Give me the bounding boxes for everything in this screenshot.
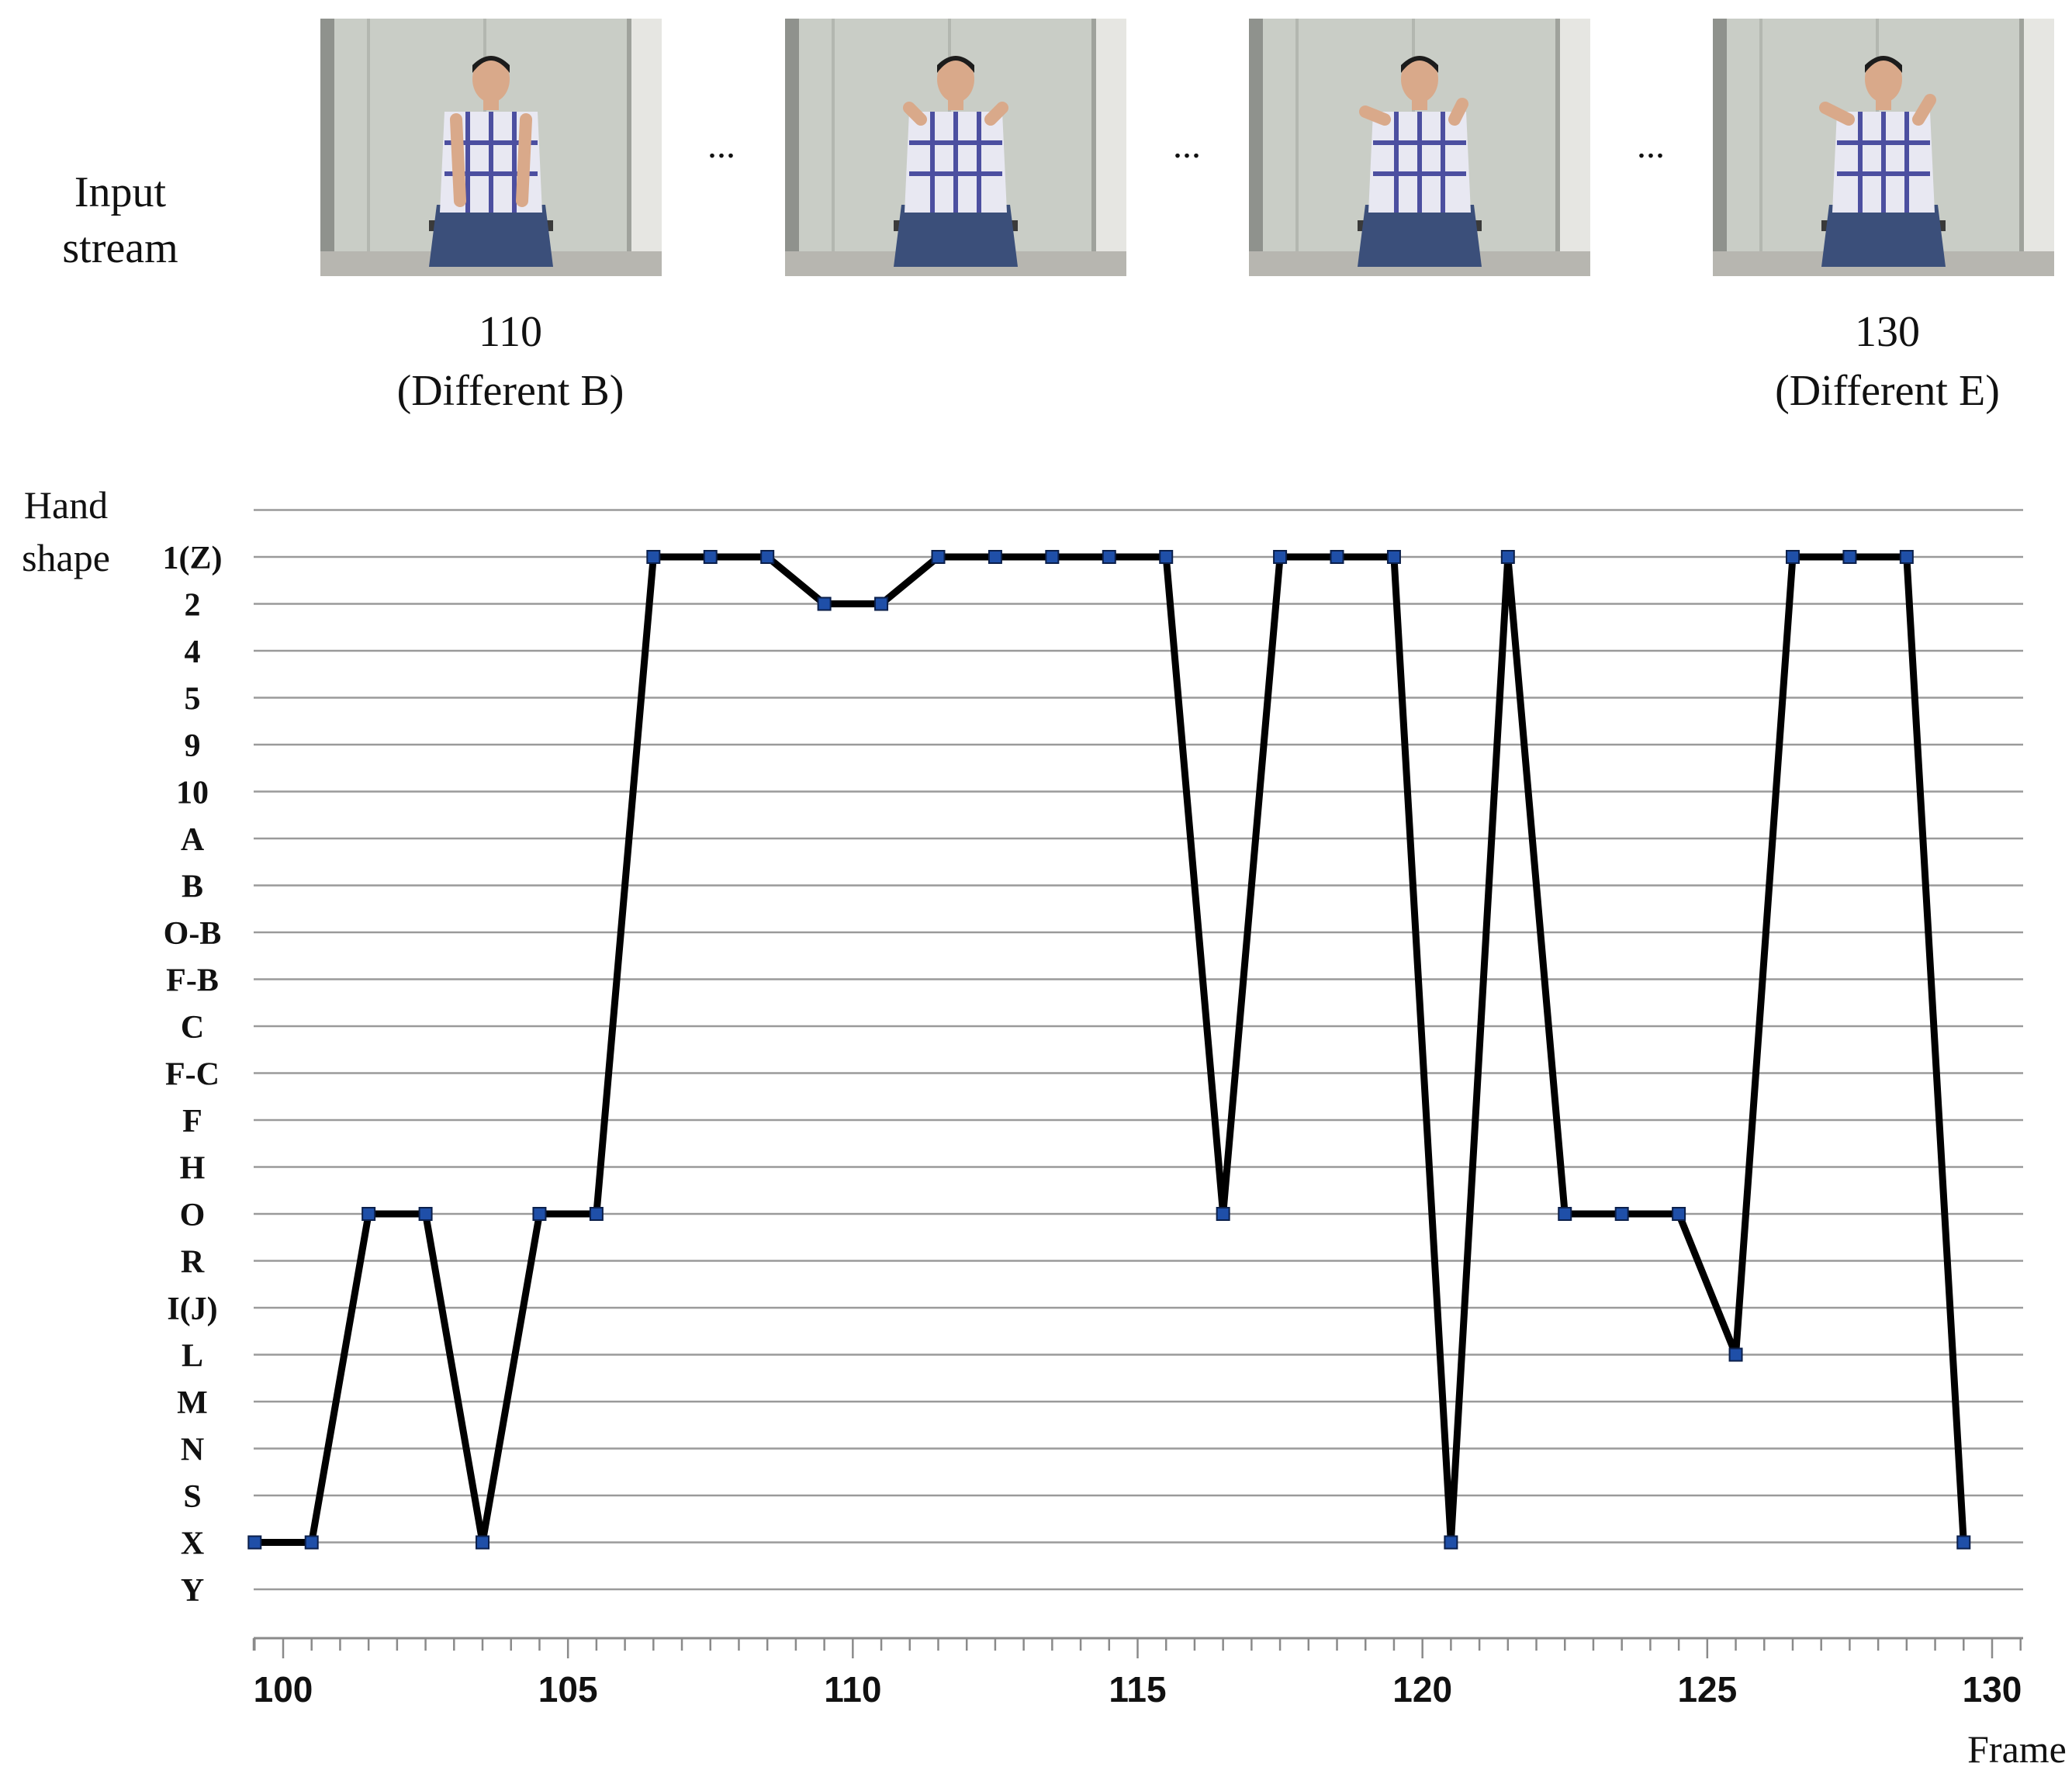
data-point-marker bbox=[1330, 550, 1344, 564]
x-tick-label: 105 bbox=[538, 1669, 598, 1710]
caption-frame-label: (Different E) bbox=[1775, 367, 2000, 415]
frame-thumbnail-3 bbox=[1249, 19, 1590, 276]
data-point-marker bbox=[304, 1535, 319, 1550]
data-point-marker bbox=[361, 1207, 376, 1221]
ellipsis-3: ... bbox=[1637, 125, 1665, 166]
x-tick-label: 125 bbox=[1677, 1669, 1737, 1710]
caption-frame-110: 110 (Different B) bbox=[348, 303, 673, 420]
input-label-line1: Input bbox=[74, 168, 167, 216]
data-point-marker bbox=[760, 550, 775, 564]
data-point-marker bbox=[703, 550, 718, 564]
y-tick-label: F-B bbox=[166, 963, 219, 999]
y-tick-label: X bbox=[181, 1526, 204, 1562]
data-point-marker bbox=[1842, 550, 1857, 564]
data-point-marker bbox=[476, 1535, 490, 1550]
x-tick-label: 100 bbox=[254, 1669, 313, 1710]
ellipsis-1: ... bbox=[707, 125, 735, 166]
input-label-line2: stream bbox=[62, 224, 178, 272]
data-point-marker bbox=[532, 1207, 547, 1221]
data-point-marker bbox=[1672, 1207, 1686, 1221]
y-tick-label: F bbox=[182, 1104, 202, 1139]
y-tick-label: 4 bbox=[185, 634, 201, 670]
x-tick-label: 120 bbox=[1392, 1669, 1452, 1710]
y-tick-label: I(J) bbox=[167, 1291, 217, 1327]
series-polyline bbox=[254, 553, 1967, 1546]
y-tick-label: A bbox=[181, 822, 205, 858]
data-point-marker bbox=[1728, 1347, 1743, 1362]
y-tick-label: N bbox=[181, 1433, 204, 1468]
data-point-marker bbox=[1273, 550, 1288, 564]
data-point-marker bbox=[1956, 1535, 1971, 1550]
data-point-marker bbox=[646, 550, 661, 564]
y-tick-label: B bbox=[182, 870, 203, 905]
y-tick-label: L bbox=[182, 1339, 203, 1374]
data-point-marker bbox=[1614, 1207, 1629, 1221]
y-axis-label-line1: Hand bbox=[24, 483, 108, 527]
y-tick-label: C bbox=[181, 1010, 204, 1046]
caption-frame-number: 130 bbox=[1855, 308, 1920, 356]
data-point-marker bbox=[1102, 550, 1116, 564]
y-tick-label: O bbox=[180, 1198, 206, 1233]
x-axis-label: Frame bbox=[1967, 1727, 2067, 1771]
y-tick-label: F-C bbox=[165, 1057, 220, 1093]
y-tick-label: O-B bbox=[164, 916, 222, 952]
y-tick-label: 10 bbox=[176, 776, 209, 811]
data-point-marker bbox=[1899, 550, 1914, 564]
data-point-marker bbox=[1500, 550, 1515, 564]
y-tick-label: 1(Z) bbox=[163, 541, 223, 576]
series-markers bbox=[247, 550, 1971, 1550]
x-tick-label: 115 bbox=[1109, 1669, 1166, 1710]
series-line bbox=[254, 553, 1967, 1546]
x-tick-labels: 100 105 110 115 120 125 130 bbox=[254, 1669, 2022, 1710]
data-point-marker bbox=[1159, 550, 1174, 564]
data-point-marker bbox=[418, 1207, 433, 1221]
frame-thumbnail-4 bbox=[1713, 19, 2054, 276]
data-point-marker bbox=[1216, 1207, 1230, 1221]
data-point-marker bbox=[1045, 550, 1060, 564]
data-point-marker bbox=[931, 550, 946, 564]
grid-lines bbox=[254, 509, 2023, 1591]
data-point-marker bbox=[1386, 550, 1401, 564]
y-tick-label: M bbox=[177, 1385, 208, 1421]
input-stream-label: Input stream bbox=[31, 164, 209, 276]
data-point-marker bbox=[817, 596, 832, 611]
frame-thumbnail-2 bbox=[785, 19, 1126, 276]
y-tick-label: 9 bbox=[185, 728, 201, 764]
data-point-marker bbox=[589, 1207, 604, 1221]
data-point-marker bbox=[247, 1535, 262, 1550]
y-tick-label: R bbox=[181, 1245, 205, 1281]
y-axis-label-line2: shape bbox=[22, 536, 110, 579]
x-tick-label: 110 bbox=[824, 1669, 881, 1710]
frame-thumbnail-1 bbox=[320, 19, 662, 276]
data-point-marker bbox=[874, 596, 889, 611]
y-tick-label: 2 bbox=[185, 588, 201, 624]
x-tick-label: 130 bbox=[1963, 1669, 2022, 1710]
x-axis bbox=[252, 1637, 2023, 1658]
caption-frame-number: 110 bbox=[479, 308, 542, 356]
caption-frame-label: (Different B) bbox=[396, 367, 624, 415]
y-tick-label: 5 bbox=[185, 682, 201, 717]
data-point-marker bbox=[1558, 1207, 1572, 1221]
ellipsis-2: ... bbox=[1173, 125, 1201, 166]
caption-frame-130: 130 (Different E) bbox=[1724, 303, 2050, 420]
data-point-marker bbox=[1785, 550, 1800, 564]
data-point-marker bbox=[988, 550, 1002, 564]
y-tick-label: S bbox=[183, 1479, 201, 1515]
y-tick-label: Y bbox=[181, 1573, 204, 1609]
data-point-marker bbox=[1444, 1535, 1458, 1550]
y-tick-label: H bbox=[180, 1151, 206, 1187]
